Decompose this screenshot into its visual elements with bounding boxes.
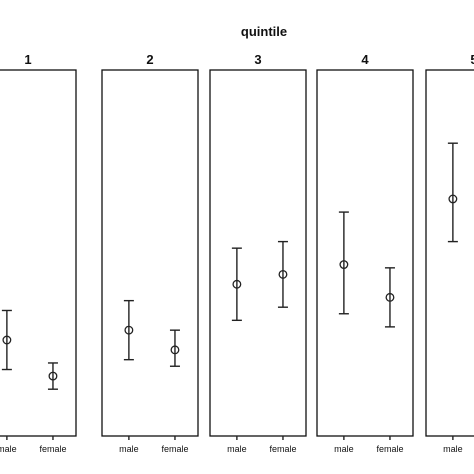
chart-title: quintile — [241, 24, 287, 39]
panel-frame — [425, 69, 474, 437]
data-point — [232, 279, 242, 289]
error-bar-female — [384, 267, 395, 328]
data-point — [339, 260, 349, 270]
data-point — [278, 269, 288, 279]
x-tick-label: male — [119, 444, 139, 454]
facet-panel-1: 1 male female — [0, 52, 77, 454]
data-point — [385, 292, 395, 302]
data-point — [170, 345, 180, 355]
x-tick-label: female — [161, 444, 188, 454]
data-point — [48, 371, 58, 381]
facet-panel-5: 5 male — [425, 52, 474, 454]
error-bar-male — [447, 142, 458, 243]
facet-label: 5 — [470, 52, 474, 67]
x-axis-title: sex — [251, 472, 273, 474]
data-point — [2, 335, 12, 345]
x-tick-label: male — [227, 444, 247, 454]
x-tick-label: female — [269, 444, 296, 454]
error-bar-female — [169, 329, 180, 367]
x-tick-label: male — [0, 444, 17, 454]
facet-label: 4 — [361, 52, 369, 67]
x-tick-label: male — [443, 444, 463, 454]
error-bar-male — [1, 309, 12, 371]
panel-frame — [0, 69, 77, 437]
panel-frame — [316, 69, 414, 437]
x-tick-label: female — [376, 444, 403, 454]
x-tick-label: female — [39, 444, 66, 454]
error-bar-male — [231, 247, 242, 322]
data-point — [124, 325, 134, 335]
facet-panel-3: 3 male female — [209, 52, 307, 454]
facet-label: 3 — [254, 52, 261, 67]
panel-frame — [209, 69, 307, 437]
error-bar-male — [123, 299, 134, 361]
facet-panel-2: 2 male female — [101, 52, 199, 454]
facet-label: 2 — [146, 52, 153, 67]
panel-frame — [101, 69, 199, 437]
error-bar-male — [338, 211, 349, 315]
error-bar-female — [47, 362, 58, 390]
facet-label: 1 — [24, 52, 31, 67]
x-tick-label: male — [334, 444, 354, 454]
facet-panels: 1 male female 2 male female 3 male female 4 male fe… — [0, 52, 474, 454]
data-point — [448, 194, 458, 204]
error-bar-female — [277, 240, 288, 308]
facet-panel-4: 4 male female — [316, 52, 414, 454]
